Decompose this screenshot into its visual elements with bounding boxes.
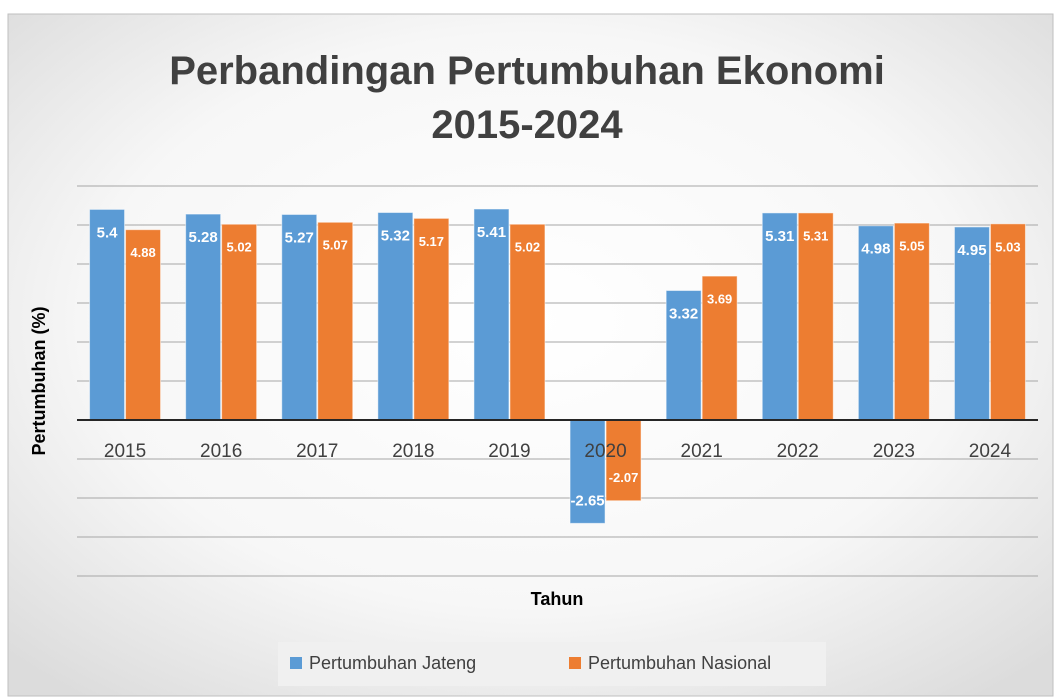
bar [797,212,834,421]
x-tick-label: 2017 [296,441,338,462]
bar [185,213,222,421]
legend-swatch [569,657,581,669]
x-axis-label: Tahun [531,589,584,609]
y-axis-label: Pertumbuhan (%) [29,306,49,455]
bar [701,275,738,421]
data-label: 5.31 [803,228,828,243]
data-label: 4.88 [130,245,155,260]
data-label: 5.03 [995,239,1020,254]
legend-label: Pertumbuhan Jateng [309,653,476,673]
bar [377,212,414,421]
data-label: 5.41 [477,224,506,241]
x-tick-label: 2015 [104,441,146,462]
bar [605,419,642,502]
data-label: 5.32 [381,227,410,244]
data-label: -2.07 [609,470,639,485]
x-tick-label: 2023 [873,441,915,462]
legend-box [278,642,826,686]
bar [317,221,354,421]
bar [893,222,930,421]
bar [509,223,546,421]
data-label: 5.27 [285,229,314,246]
x-tick-label: 2016 [200,441,242,462]
bar [665,290,702,421]
data-label: 4.98 [861,241,890,258]
data-label: 5.31 [765,228,794,245]
data-label: 5.17 [419,234,444,249]
x-tick-label: 2020 [584,441,626,462]
chart-title: Perbandingan Pertumbuhan Ekonomi 2015-20… [169,49,885,147]
x-tick-label: 2022 [777,441,819,462]
x-tick-label: 2024 [969,441,1012,462]
data-label: 5.07 [323,238,348,253]
legend-swatch [290,657,302,669]
data-label: 5.02 [226,240,251,255]
bar [89,208,126,421]
bar [569,419,606,524]
bar [221,223,258,421]
data-label: 5.4 [97,224,119,241]
bar [473,208,510,421]
legend-label: Pertumbuhan Nasional [588,653,771,673]
bar [125,229,162,421]
data-label: 3.69 [707,292,732,307]
bar [953,226,990,421]
data-label: 4.95 [957,242,986,259]
bar [281,213,318,421]
bar [761,212,798,421]
data-label: 3.32 [669,305,698,322]
data-label: 5.28 [189,229,218,246]
bar [989,223,1026,421]
bar [857,225,894,421]
x-tick-label: 2019 [488,441,530,462]
x-tick-label: 2021 [681,441,723,462]
data-label: 5.02 [515,240,540,255]
x-tick-label: 2018 [392,441,434,462]
data-label: -2.65 [570,492,604,509]
data-label: 5.05 [899,238,924,253]
